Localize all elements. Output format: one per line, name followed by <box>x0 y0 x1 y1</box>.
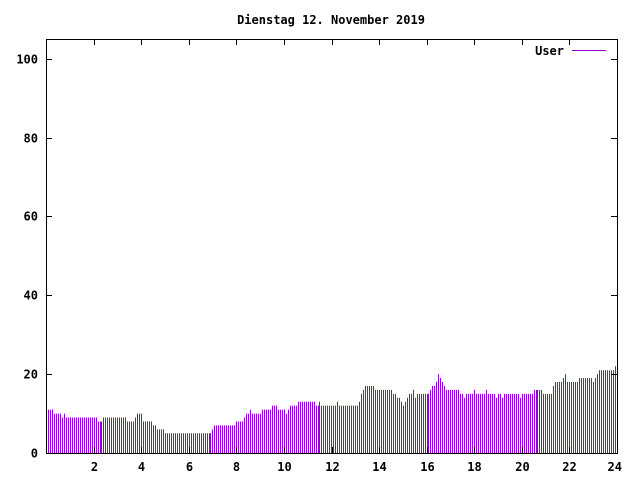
x-tick-label: 8 <box>233 460 240 474</box>
x-tick-label: 10 <box>277 460 291 474</box>
x-tick-label: 22 <box>562 460 576 474</box>
y-tick-label: 100 <box>16 53 38 67</box>
y-tick-label: 20 <box>24 368 38 382</box>
x-tick-label: 12 <box>325 460 339 474</box>
y-tick-label: 60 <box>24 210 38 224</box>
bar-series <box>46 366 616 453</box>
x-tick-label: 16 <box>420 460 434 474</box>
legend: User <box>535 44 606 58</box>
x-tick-label: 6 <box>186 460 193 474</box>
plot-frame <box>46 39 618 454</box>
y-tick-label: 40 <box>24 289 38 303</box>
x-tick-label: 24 <box>608 460 622 474</box>
legend-label-user: User <box>535 44 564 58</box>
y-tick-label: 80 <box>24 132 38 146</box>
y-tick-label: 0 <box>31 447 38 461</box>
chart-title: Dienstag 12. November 2019 <box>237 13 425 27</box>
x-tick-label: 2 <box>91 460 98 474</box>
x-tick-label: 20 <box>515 460 529 474</box>
x-tick-label: 18 <box>467 460 481 474</box>
x-tick-label: 14 <box>372 460 386 474</box>
x-tick-label: 4 <box>138 460 145 474</box>
